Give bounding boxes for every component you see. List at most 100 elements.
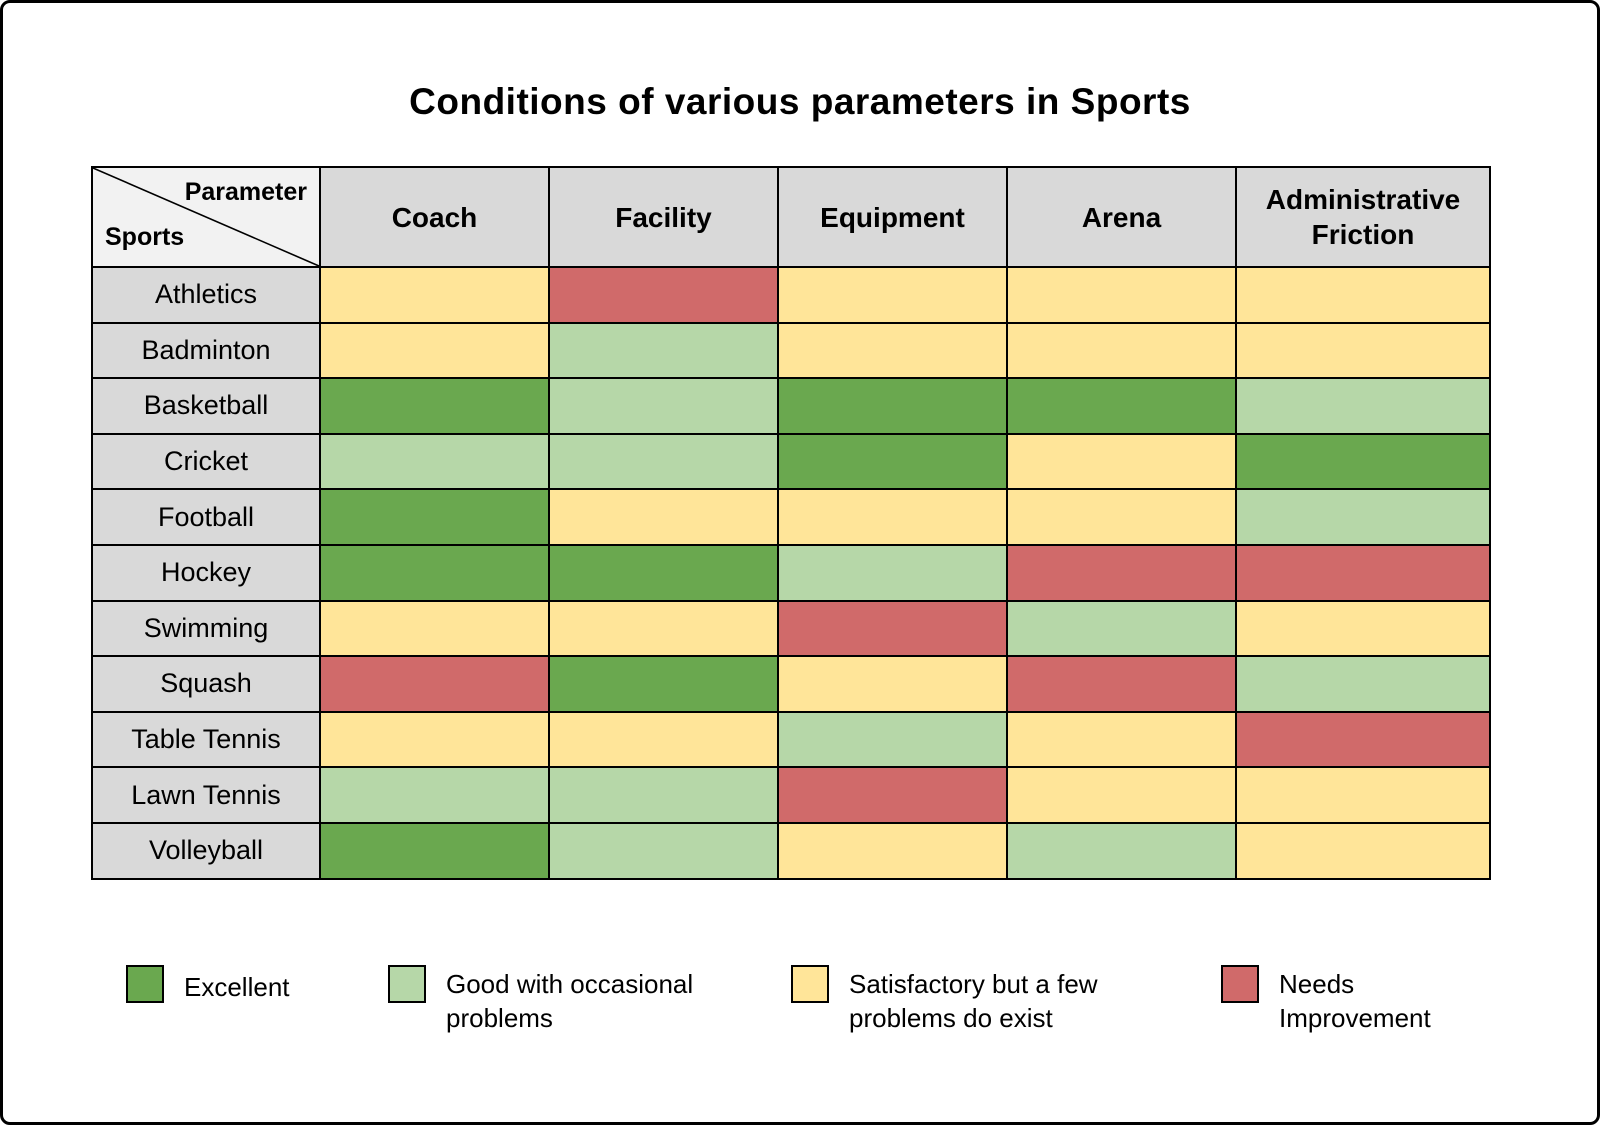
cell-volleyball-equipment (777, 821, 1008, 880)
cell-hockey-facility (548, 543, 779, 602)
row-label-basketball: Basketball (91, 377, 321, 435)
cell-athletics-facility (548, 266, 779, 324)
cell-badminton-coach (319, 321, 550, 380)
cell-badminton-equipment (777, 321, 1008, 380)
cell-cricket-coach (319, 432, 550, 491)
cell-table-tennis-facility (548, 710, 779, 769)
cell-basketball-equipment (777, 377, 1008, 435)
row-label-squash: Squash (91, 655, 321, 713)
table-row-table-tennis: Table Tennis (91, 710, 1491, 769)
cell-athletics-coach (319, 266, 550, 324)
row-label-hockey: Hockey (91, 543, 321, 602)
cell-lawn-tennis-equipment (777, 766, 1008, 824)
legend-swatch-needs-improvement (1221, 965, 1259, 1003)
column-header-facility: Facility (548, 166, 779, 268)
legend-swatch-satisfactory (791, 965, 829, 1003)
legend-label-satisfactory: Satisfactory but a few problems do exist (849, 969, 1098, 1033)
cell-lawn-tennis-facility (548, 766, 779, 824)
row-label-table-tennis: Table Tennis (91, 710, 321, 769)
cell-cricket-facility (548, 432, 779, 491)
cell-cricket-administrative-friction (1235, 432, 1491, 491)
cell-football-equipment (777, 488, 1008, 546)
cell-badminton-facility (548, 321, 779, 380)
column-header-arena: Arena (1006, 166, 1237, 268)
table-row-volleyball: Volleyball (91, 821, 1491, 880)
cell-squash-facility (548, 655, 779, 713)
cell-football-arena (1006, 488, 1237, 546)
legend-item-needs-improvement: Needs Improvement (1221, 965, 1454, 1035)
column-header-coach: Coach (319, 166, 550, 268)
table-row-football: Football (91, 488, 1491, 546)
table-row-swimming: Swimming (91, 599, 1491, 658)
cell-basketball-administrative-friction (1235, 377, 1491, 435)
column-header-equipment: Equipment (777, 166, 1008, 268)
cell-volleyball-administrative-friction (1235, 821, 1491, 880)
legend-item-good: Good with occasional problems (388, 965, 726, 1035)
row-label-football: Football (91, 488, 321, 546)
cell-volleyball-arena (1006, 821, 1237, 880)
conditions-table: Parameter Sports Coach Facility Equipment A… (91, 166, 1491, 880)
cell-lawn-tennis-coach (319, 766, 550, 824)
cell-football-coach (319, 488, 550, 546)
cell-swimming-equipment (777, 599, 1008, 658)
cell-table-tennis-coach (319, 710, 550, 769)
cell-basketball-arena (1006, 377, 1237, 435)
legend-label-needs-improvement: Needs Improvement (1279, 969, 1431, 1033)
table-row-basketball: Basketball (91, 377, 1491, 435)
table-row-cricket: Cricket (91, 432, 1491, 491)
cell-hockey-equipment (777, 543, 1008, 602)
cell-athletics-administrative-friction (1235, 266, 1491, 324)
conditions-table-wrap: Parameter Sports Coach Facility Equipment A… (91, 166, 1491, 880)
cell-volleyball-facility (548, 821, 779, 880)
row-label-cricket: Cricket (91, 432, 321, 491)
cell-cricket-equipment (777, 432, 1008, 491)
table-row-hockey: Hockey (91, 543, 1491, 602)
cell-swimming-administrative-friction (1235, 599, 1491, 658)
diagonal-divider (93, 168, 319, 266)
cell-swimming-facility (548, 599, 779, 658)
cell-lawn-tennis-arena (1006, 766, 1237, 824)
cell-football-administrative-friction (1235, 488, 1491, 546)
cell-squash-arena (1006, 655, 1237, 713)
table-row-squash: Squash (91, 655, 1491, 713)
legend-item-satisfactory: Satisfactory but a few problems do exist (791, 965, 1149, 1035)
row-label-volleyball: Volleyball (91, 821, 321, 880)
cell-squash-administrative-friction (1235, 655, 1491, 713)
legend-swatch-good (388, 965, 426, 1003)
row-label-badminton: Badminton (91, 321, 321, 380)
legend-label-good: Good with occasional problems (446, 969, 694, 1033)
corner-cell: Parameter Sports (91, 166, 321, 268)
corner-label-parameter: Parameter (184, 178, 307, 206)
legend-item-excellent: Excellent (126, 965, 290, 1004)
cell-swimming-arena (1006, 599, 1237, 658)
table-row-badminton: Badminton (91, 321, 1491, 380)
cell-swimming-coach (319, 599, 550, 658)
column-header-row: Parameter Sports Coach Facility Equipment A… (91, 166, 1491, 268)
legend-label-excellent: Excellent (184, 972, 290, 1002)
row-label-swimming: Swimming (91, 599, 321, 658)
column-header-administrative-friction: Administrative Friction (1235, 166, 1491, 268)
cell-table-tennis-equipment (777, 710, 1008, 769)
legend-swatch-excellent (126, 965, 164, 1003)
cell-badminton-administrative-friction (1235, 321, 1491, 380)
legend: Excellent Good with occasional problems Sa… (3, 965, 1597, 1055)
cell-hockey-arena (1006, 543, 1237, 602)
cell-squash-coach (319, 655, 550, 713)
cell-table-tennis-administrative-friction (1235, 710, 1491, 769)
cell-athletics-equipment (777, 266, 1008, 324)
cell-badminton-arena (1006, 321, 1237, 380)
cell-hockey-coach (319, 543, 550, 602)
cell-basketball-facility (548, 377, 779, 435)
cell-football-facility (548, 488, 779, 546)
cell-volleyball-coach (319, 821, 550, 880)
cell-athletics-arena (1006, 266, 1237, 324)
row-label-athletics: Athletics (91, 266, 321, 324)
corner-label-sports: Sports (105, 223, 185, 251)
table-row-lawn-tennis: Lawn Tennis (91, 766, 1491, 824)
cell-cricket-arena (1006, 432, 1237, 491)
table-row-athletics: Athletics (91, 266, 1491, 324)
row-label-lawn-tennis: Lawn Tennis (91, 766, 321, 824)
table-body: Athletics Badminton Basketball Cricket Footb… (91, 266, 1491, 880)
cell-hockey-administrative-friction (1235, 543, 1491, 602)
